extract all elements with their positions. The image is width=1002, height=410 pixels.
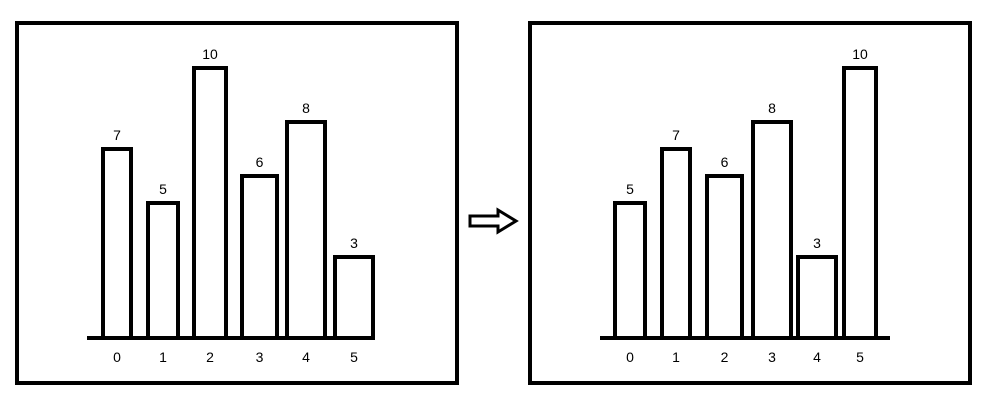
category-tick-label: 4 xyxy=(813,349,821,365)
bar-5 xyxy=(842,66,878,340)
bar-value-label: 10 xyxy=(852,46,868,62)
chart-after-svg: 5 0 7 1 6 2 8 3 3 4 10 5 xyxy=(600,46,890,365)
bar-4 xyxy=(285,120,327,340)
bar-value-label: 8 xyxy=(302,100,310,116)
bar-3 xyxy=(751,120,793,340)
bar-value-label: 8 xyxy=(768,100,776,116)
category-tick-label: 1 xyxy=(159,349,167,365)
category-tick-label: 1 xyxy=(672,349,680,365)
bar-chart-before: 7 0 5 1 10 2 6 3 8 4 3 5 xyxy=(15,21,459,385)
category-tick-label: 2 xyxy=(206,349,214,365)
right-arrow-icon xyxy=(468,207,519,235)
category-tick-label: 5 xyxy=(350,349,358,365)
bar-0 xyxy=(101,147,133,340)
bar-value-label: 3 xyxy=(350,235,358,251)
category-tick-label: 3 xyxy=(768,349,776,365)
bar-2 xyxy=(192,66,228,340)
bar-value-label: 7 xyxy=(113,127,121,143)
chart-before-svg: 7 0 5 1 10 2 6 3 8 4 3 5 xyxy=(87,46,375,365)
category-tick-label: 4 xyxy=(302,349,310,365)
bar-value-label: 5 xyxy=(159,181,167,197)
bar-3 xyxy=(240,174,279,340)
bar-chart-after: 5 0 7 1 6 2 8 3 3 4 10 5 xyxy=(528,21,972,385)
category-tick-label: 3 xyxy=(256,349,264,365)
bar-value-label: 10 xyxy=(202,46,218,62)
bar-value-label: 3 xyxy=(813,235,821,251)
bar-2 xyxy=(705,174,744,340)
bar-value-label: 6 xyxy=(256,154,264,170)
category-tick-label: 0 xyxy=(626,349,634,365)
bar-0 xyxy=(613,201,647,340)
bar-5 xyxy=(333,255,375,340)
bar-1 xyxy=(146,201,180,340)
bar-1 xyxy=(660,147,692,340)
category-tick-label: 2 xyxy=(721,349,729,365)
bar-value-label: 5 xyxy=(626,181,634,197)
bar-4 xyxy=(796,255,838,340)
bar-value-label: 6 xyxy=(721,154,729,170)
category-tick-label: 0 xyxy=(113,349,121,365)
bar-value-label: 7 xyxy=(672,127,680,143)
category-tick-label: 5 xyxy=(856,349,864,365)
